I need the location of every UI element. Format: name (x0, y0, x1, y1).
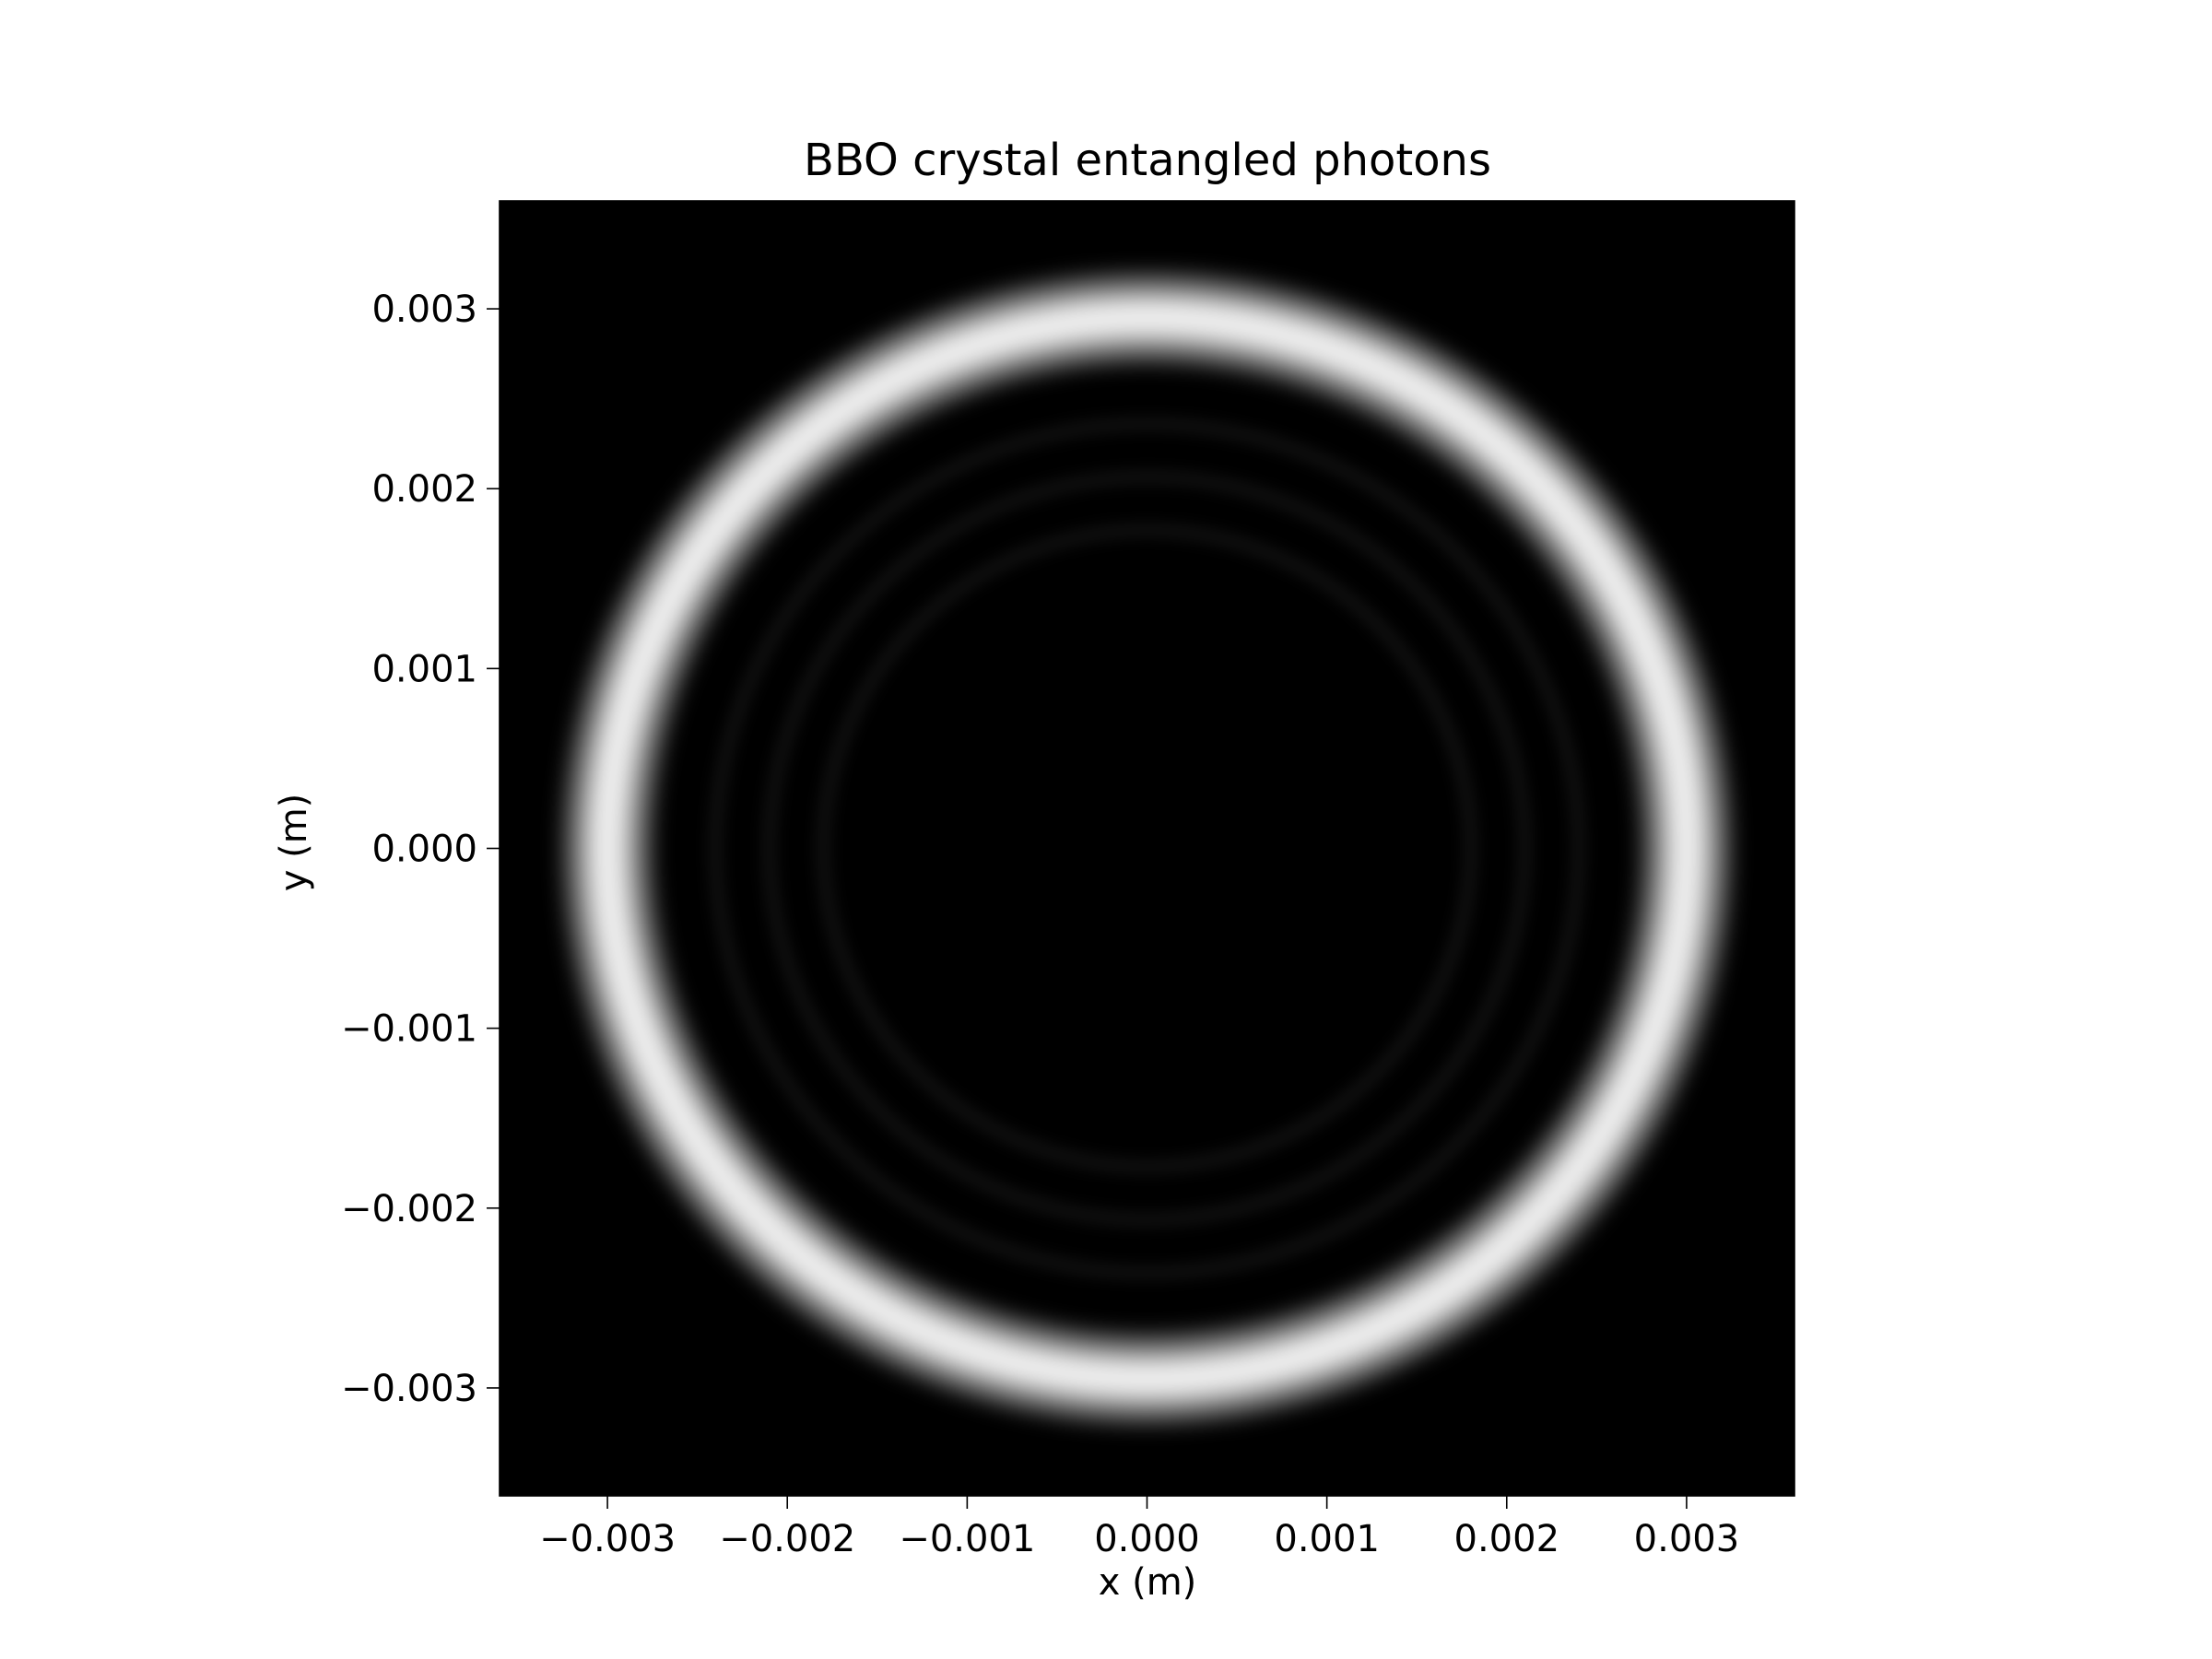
y-tick-label: 0.000 (371, 829, 477, 871)
y-axis: −0.003 −0.002 −0.001 0.000 0.001 0.002 0.003 (341, 288, 500, 1410)
y-tick-label: −0.001 (341, 1008, 477, 1051)
x-tick-label: 0.002 (1454, 1518, 1560, 1560)
faint-ring-2 (762, 470, 1532, 1227)
plot-area (500, 201, 1794, 1496)
ring-core (585, 296, 1709, 1401)
y-tick-label: 0.003 (371, 288, 477, 331)
chart-title: BBO crystal entangled photons (804, 135, 1491, 186)
x-tick-label: 0.001 (1274, 1518, 1380, 1560)
y-tick-label: 0.001 (371, 648, 477, 690)
bright-ring (564, 275, 1730, 1422)
heatmap-background (500, 201, 1794, 1496)
y-axis-label: y (m) (273, 794, 315, 892)
x-tick-label: 0.000 (1094, 1518, 1200, 1560)
x-tick-label: 0.003 (1634, 1518, 1740, 1560)
x-tick-label: −0.002 (719, 1518, 855, 1560)
faint-ring-3 (817, 524, 1477, 1173)
y-tick-label: −0.003 (341, 1368, 477, 1410)
x-tick-label: −0.001 (899, 1518, 1035, 1560)
x-tick-label: −0.003 (539, 1518, 676, 1560)
faint-inner-rings (709, 417, 1585, 1280)
y-tick-label: −0.002 (341, 1188, 477, 1230)
x-axis-label: x (m) (1099, 1561, 1197, 1604)
x-axis: −0.003 −0.002 −0.001 0.000 0.001 0.002 0.003 (539, 1496, 1739, 1560)
faint-ring-1 (709, 417, 1585, 1280)
y-tick-label: 0.002 (371, 468, 477, 511)
